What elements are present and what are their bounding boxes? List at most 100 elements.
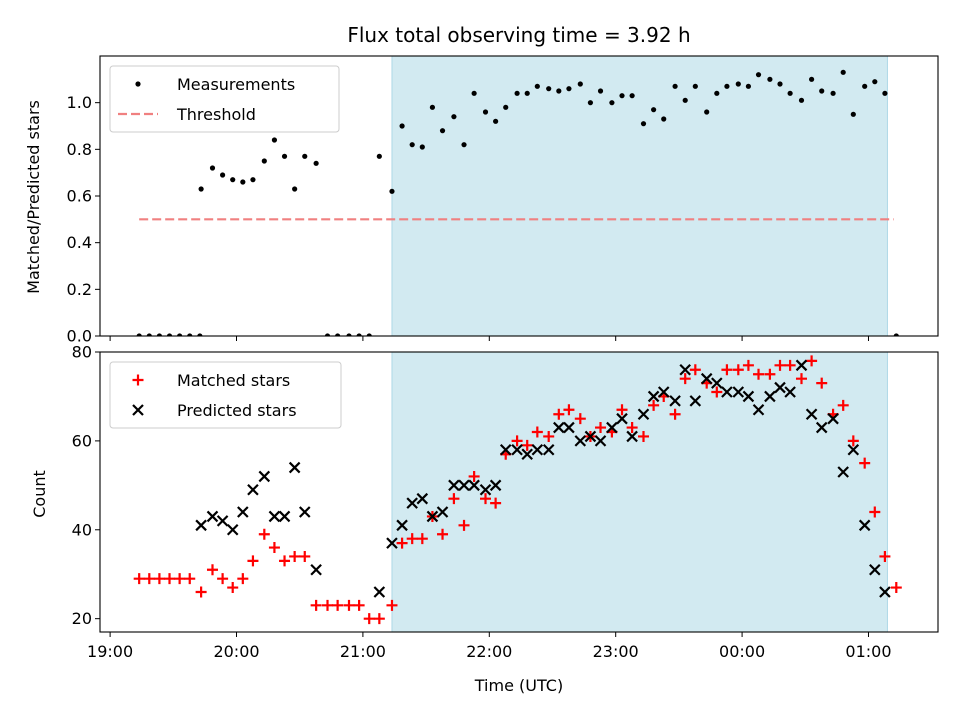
- matched-star-point: [679, 373, 691, 385]
- predicted-star-point: [606, 421, 618, 434]
- measurement-point: [376, 153, 382, 159]
- measurement-point: [862, 83, 868, 89]
- measurement-point: [271, 137, 278, 143]
- matched-star-point: [206, 564, 218, 576]
- measurement-point: [534, 83, 540, 89]
- bottom-axes-frame: [99, 351, 939, 633]
- predicted-star-point: [795, 359, 808, 372]
- predicted-star-point: [711, 377, 723, 389]
- matched-star-point: [574, 413, 586, 425]
- measurement-point: [250, 177, 256, 183]
- bottom-panel: 20 40 60 80 19:00 20:00 21:00 22:00 23:00 00:00 01…: [72, 343, 939, 661]
- measurement-point: [482, 109, 489, 115]
- matched-star-point: [837, 399, 849, 411]
- measurement-point: [777, 81, 783, 87]
- bottom-series-predicted-stars: [195, 359, 891, 598]
- matched-star-point: [468, 470, 480, 482]
- measurement-point: [524, 90, 530, 96]
- predicted-star-point: [258, 470, 271, 483]
- measurement-point: [166, 333, 173, 336]
- measurement-point: [471, 90, 477, 96]
- legend-predicted-marker: [132, 404, 144, 416]
- measurement-point: [651, 107, 657, 113]
- predicted-star-point: [396, 519, 408, 532]
- legend-label: Measurements: [177, 75, 295, 94]
- predicted-star-point: [721, 386, 733, 398]
- predicted-star-point: [879, 586, 891, 598]
- measurement-point: [419, 144, 425, 150]
- bottom-observing-window: [391, 352, 888, 632]
- predicted-star-point: [448, 479, 460, 492]
- matched-star-point: [511, 435, 523, 447]
- x-tick-label: 01:00: [845, 642, 891, 661]
- measurement-point: [556, 88, 562, 94]
- matched-star-point: [363, 613, 375, 625]
- predicted-star-point: [689, 395, 702, 407]
- predicted-star-point: [458, 479, 470, 492]
- matched-star-point: [268, 542, 280, 554]
- matched-star-point: [437, 528, 449, 540]
- top-panel: 0.0 0.2 0.4 0.6 0.8 1.0 Measurements Threshold: [67, 55, 939, 346]
- measurement-point: [587, 100, 594, 106]
- matched-star-point: [490, 497, 502, 509]
- matched-star-point: [847, 435, 859, 447]
- measurement-point: [850, 111, 856, 117]
- matched-star-point: [217, 573, 229, 585]
- predicted-star-point: [310, 564, 322, 576]
- matched-star-point: [806, 355, 818, 367]
- measurement-point: [566, 86, 572, 92]
- measurement-point: [840, 69, 846, 75]
- measurement-point: [261, 158, 267, 164]
- predicted-star-point: [499, 444, 512, 456]
- top-y-tick-label: 0.4: [67, 233, 92, 252]
- measurement-point: [356, 333, 362, 336]
- predicted-star-point: [206, 510, 219, 523]
- predicted-star-point: [247, 484, 259, 496]
- measurement-point: [461, 142, 467, 148]
- legend-measurements-marker: [135, 81, 141, 87]
- measurement-point: [830, 90, 836, 96]
- measurement-point: [609, 100, 615, 106]
- predicted-star-point: [827, 412, 839, 425]
- measurement-point: [809, 76, 815, 82]
- matched-star-point: [637, 430, 649, 442]
- predicted-star-point: [700, 372, 713, 385]
- matched-star-point: [531, 426, 543, 438]
- matched-star-point: [753, 368, 765, 380]
- matched-star-point: [480, 493, 492, 505]
- measurement-point: [281, 153, 288, 159]
- matched-star-point: [553, 408, 565, 420]
- predicted-star-point: [426, 510, 439, 523]
- measurement-point: [292, 186, 298, 192]
- predicted-star-point: [657, 386, 670, 398]
- measurement-point: [346, 333, 352, 336]
- measurement-point: [745, 83, 752, 89]
- measurement-point: [399, 123, 405, 129]
- measurement-point: [755, 72, 762, 78]
- measurement-point: [451, 114, 457, 120]
- matched-star-point: [396, 537, 408, 549]
- matched-star-point: [227, 582, 239, 594]
- predicted-star-point: [869, 564, 881, 576]
- measurement-point: [672, 83, 678, 89]
- matched-star-point: [448, 493, 460, 505]
- measurement-point: [872, 79, 878, 85]
- measurement-point: [704, 109, 710, 115]
- measurement-point: [546, 86, 552, 92]
- measurement-point: [724, 83, 730, 89]
- matched-star-point: [563, 404, 575, 416]
- predicted-star-point: [764, 390, 776, 403]
- measurement-point: [209, 165, 216, 171]
- matched-star-point: [626, 422, 638, 434]
- predicted-star-point: [511, 444, 523, 456]
- matched-star-point: [174, 573, 186, 585]
- matched-star-point: [343, 599, 355, 611]
- matched-star-point: [616, 404, 628, 416]
- matched-star-point: [310, 599, 322, 611]
- top-plot-area: [136, 69, 899, 336]
- matched-star-point: [258, 528, 270, 540]
- top-y-axis-label: Matched/Predicted stars: [24, 100, 43, 294]
- measurement-point: [187, 333, 193, 336]
- measurement-point: [439, 128, 446, 134]
- measurement-point: [230, 177, 236, 183]
